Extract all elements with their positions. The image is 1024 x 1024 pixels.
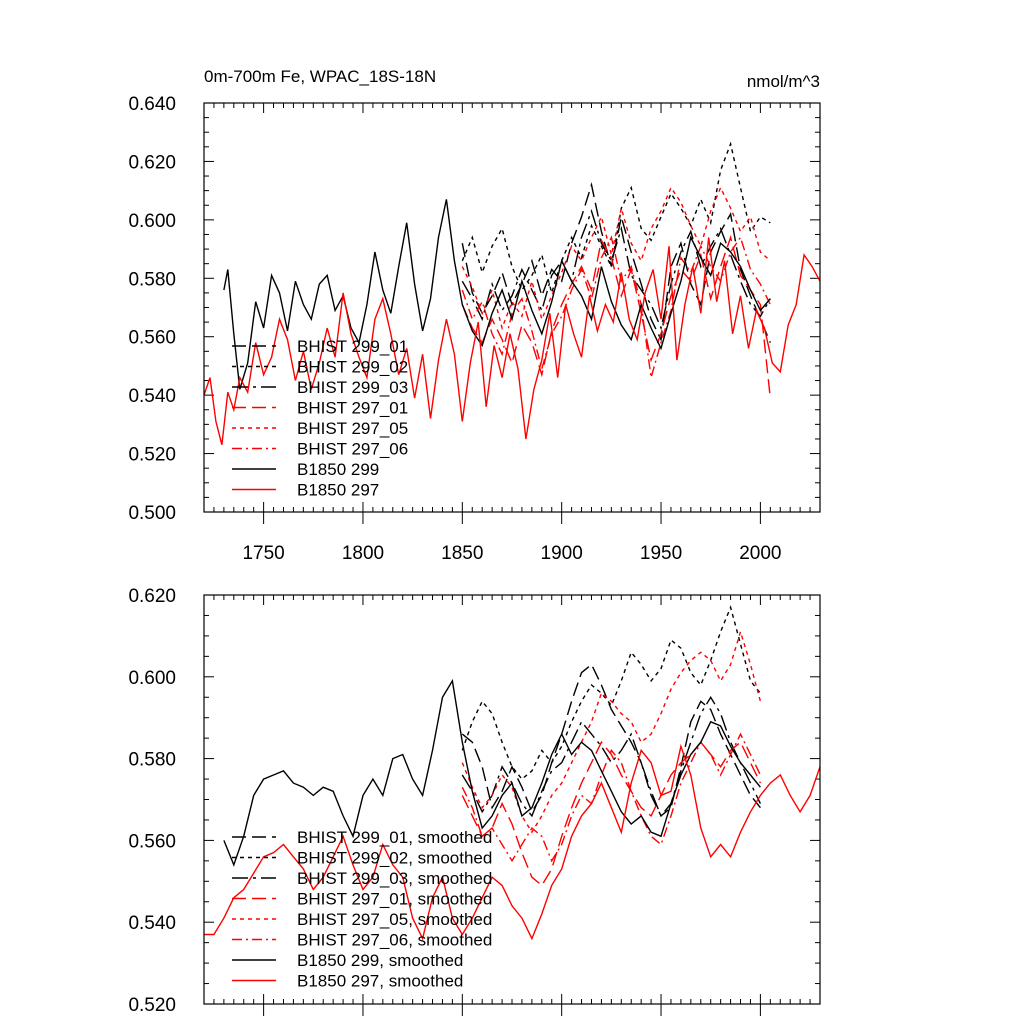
- legend-label: BHIST 297_05, smoothed: [297, 910, 492, 929]
- bottom-panel: 0.520 0.540 0.560 0.580 0.600 0.620 BHIST 299…: [128, 586, 821, 1016]
- x-tick-label: 1950: [640, 543, 682, 564]
- legend-label: B1850 297: [297, 481, 379, 500]
- y-tick-label: 0.500: [128, 503, 176, 524]
- legend-label: BHIST 297_06, smoothed: [297, 931, 492, 950]
- bottom-panel-frame: [203, 594, 821, 1005]
- series-line-6: [223, 678, 761, 867]
- series-line-2: [461, 208, 771, 331]
- series-line-6: [223, 199, 771, 390]
- x-tick-label: 2000: [739, 543, 781, 564]
- legend-label: BHIST 297_05: [297, 419, 408, 438]
- y-tick-label: 0.620: [128, 152, 176, 173]
- bottom-panel-ticks: 0.520 0.540 0.560 0.580 0.600 0.620: [128, 586, 820, 1016]
- top-panel-title: 0m-700m Fe, WPAC_18S-18N: [204, 67, 436, 86]
- legend-label: BHIST 297_01, smoothed: [297, 890, 492, 909]
- y-tick-label: 0.520: [128, 445, 176, 466]
- legend-label: BHIST 299_01, smoothed: [297, 828, 492, 847]
- series-line-5: [461, 235, 771, 378]
- y-tick-label: 0.540: [128, 386, 176, 407]
- top-panel-series: [203, 141, 821, 445]
- series-line-7: [203, 237, 821, 445]
- x-tick-label: 1850: [441, 543, 483, 564]
- y-tick-label: 0.580: [128, 269, 176, 290]
- legend-label: B1850 297, smoothed: [297, 972, 463, 991]
- legend-label: B1850 299, smoothed: [297, 951, 463, 970]
- series-line-0: [461, 663, 761, 818]
- x-tick-label: 1800: [342, 543, 384, 564]
- bottom-panel-legend: BHIST 299_01, smoothed BHIST 299_02, smoo…: [232, 828, 492, 991]
- y-tick-label: 0.560: [128, 831, 176, 852]
- series-line-1: [461, 141, 771, 296]
- legend-label: BHIST 299_02: [297, 358, 408, 377]
- legend-label: BHIST 297_06: [297, 440, 408, 459]
- legend-label: BHIST 299_01: [297, 337, 408, 356]
- series-line-3: [461, 740, 762, 887]
- y-tick-label: 0.640: [128, 94, 176, 115]
- y-tick-label: 0.600: [128, 211, 176, 232]
- top-panel-frame: [203, 102, 821, 513]
- legend-label: BHIST 299_02, smoothed: [297, 849, 492, 868]
- series-line-2: [461, 695, 762, 818]
- series-line-0: [461, 182, 771, 343]
- top-panel-units: nmol/m^3: [747, 72, 820, 91]
- series-line-5: [461, 732, 762, 863]
- y-tick-label: 0.560: [128, 328, 176, 349]
- bottom-panel-series: [204, 605, 821, 941]
- series-line-4: [461, 629, 762, 834]
- legend-label: BHIST 299_03: [297, 378, 408, 397]
- y-tick-label: 0.520: [128, 995, 176, 1016]
- y-tick-label: 0.540: [128, 913, 176, 934]
- y-tick-label: 0.580: [128, 750, 176, 771]
- top-panel-ticks: 1750 1800 1850 1900 1950 2000 0.500 0.520 0.540 0…: [128, 94, 820, 564]
- legend-label: BHIST 299_03, smoothed: [297, 869, 492, 888]
- y-tick-label: 0.600: [128, 668, 176, 689]
- series-line-1: [461, 605, 761, 781]
- legend-label: B1850 299: [297, 460, 379, 479]
- series-line-3: [461, 234, 771, 399]
- series-line-4: [461, 186, 771, 331]
- x-tick-label: 1900: [541, 543, 583, 564]
- x-tick-label: 1750: [242, 543, 284, 564]
- y-tick-label: 0.620: [128, 586, 176, 607]
- top-panel: 0m-700m Fe, WPAC_18S-18N nmol/m^3 1750 18…: [128, 67, 821, 564]
- series-line-7: [204, 743, 821, 941]
- legend-label: BHIST 297_01: [297, 399, 408, 418]
